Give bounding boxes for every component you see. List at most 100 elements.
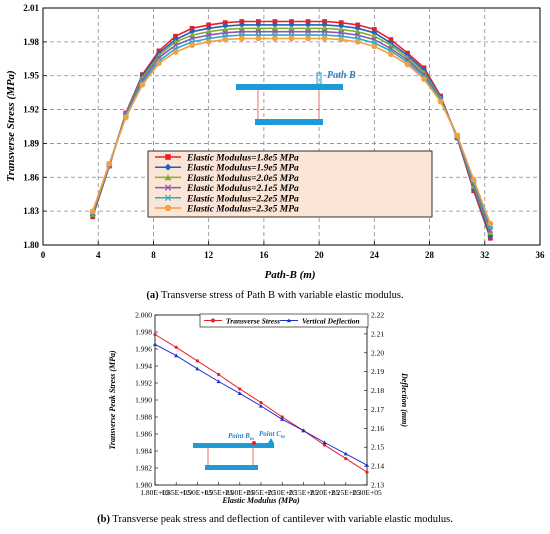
caption-b-text: Transverse peak stress and deflection of… [109,514,453,525]
caption-b-label: (b) [97,514,110,525]
tick-a-x-label: 24 [370,250,380,260]
tick-b-x-label: 1.95E+05 [204,488,234,497]
tick-b-y2-label: 2.16 [371,424,384,433]
tick-a-x-label: 20 [315,250,325,260]
cantilever-bottom-beam [205,465,258,470]
data-point [388,42,394,48]
data-point [354,28,361,35]
tick-b-x-label: 2.05E+05 [246,488,276,497]
data-point [437,98,444,105]
data-point [280,415,284,419]
data-point [388,51,394,58]
data-point [239,19,245,24]
legend-b-marker [211,318,215,323]
data-point [321,35,328,42]
legend-a-box [147,150,433,218]
tick-b-x-label: 2.00E+05 [225,488,255,497]
data-point [355,22,361,28]
tick-b-y2-label: 2.14 [371,462,384,471]
data-point [421,76,427,82]
data-point [206,22,212,28]
data-point [153,332,157,337]
legend-a-marker [164,194,172,201]
tick-b-x-label: 2.30E+05 [352,488,382,497]
tick-a-y-label: 1.80 [23,240,39,250]
data-point [371,43,378,50]
point-b-label: Point Bm [228,432,254,442]
tick-b-y-label: 1.992 [135,379,152,388]
data-point [238,25,245,31]
legend-a-marker [165,154,171,160]
tick-b-y2-label: 2.22 [371,311,384,320]
data-point [322,19,328,24]
point-c-label: Point Cm [259,430,285,440]
data-point [354,25,361,32]
tick-b-y-label: 1.996 [135,345,152,354]
data-point [305,35,311,42]
tick-b-y2-label: 2.17 [371,405,384,414]
tick-b-x-label: 2.15E+05 [289,488,319,497]
data-point [239,35,245,42]
data-point [288,35,295,42]
caption-a-label: (a) [146,290,159,301]
data-point [106,160,113,167]
data-point [222,26,229,32]
inset-top-beam [236,84,343,90]
data-point [272,35,278,42]
tick-b-y-label: 1.980 [135,481,152,490]
tick-a-x-label: 12 [204,250,214,260]
cantilever-top-beam [193,443,274,448]
data-point [404,61,411,68]
tick-b-y-label: 1.994 [135,362,152,371]
data-point [174,345,178,349]
tick-b-y2-label: 2.15 [371,443,384,452]
tick-a-x-label: 8 [151,250,156,260]
caption-b: (b) Transverse peak stress and deflectio… [0,514,550,525]
data-point [371,33,378,39]
data-point [222,36,229,43]
point-b-marker [252,441,256,445]
data-point [258,403,264,408]
tick-b-x-label: 2.10E+05 [267,488,297,497]
tick-b-y-label: 1.984 [135,447,152,456]
tick-a-x-label: 16 [259,250,269,260]
inset-bottom-beam [255,119,323,125]
data-point [289,19,294,24]
tick-a-y-label: 1.83 [23,206,39,216]
legend-a-marker [164,174,172,181]
data-point [338,36,345,43]
data-point [487,220,494,227]
legend-a-label: Elastic Modulus=2.0e5 MPa [186,174,299,184]
data-point [288,25,295,31]
data-point [139,81,146,88]
tick-a-y-label: 1.92 [23,105,39,115]
data-point [255,35,262,42]
tick-a-y-label: 1.89 [23,138,39,148]
data-point [222,20,228,26]
data-point [172,38,179,45]
data-point [255,25,262,31]
data-point [305,21,312,28]
data-point [338,23,345,30]
legend-a-marker [164,184,172,191]
tick-a-y-label: 2.01 [23,3,39,13]
tick-a-x-label: 28 [425,250,435,260]
data-point [321,25,328,31]
data-point [216,379,221,384]
caption-a: (a) Transverse stress of Path B with var… [0,290,550,301]
chart-b-ticks: 1.80E+051.85E+051.90E+051.95E+052.00E+05… [135,311,384,498]
path-b-annotation: Path B [327,70,356,81]
data-point [323,443,327,447]
data-point [189,32,195,38]
data-point [89,208,96,214]
data-point [301,428,306,433]
cantilever-inset: Point Bm Point Cm [193,430,285,470]
data-point [205,28,212,35]
caption-a-text: Transverse stress of Path B with variabl… [158,290,404,301]
tick-b-y-label: 1.986 [135,430,152,439]
tick-b-x-label: 2.25E+05 [331,488,361,497]
data-point [280,417,285,421]
chart-a-series [89,19,494,241]
